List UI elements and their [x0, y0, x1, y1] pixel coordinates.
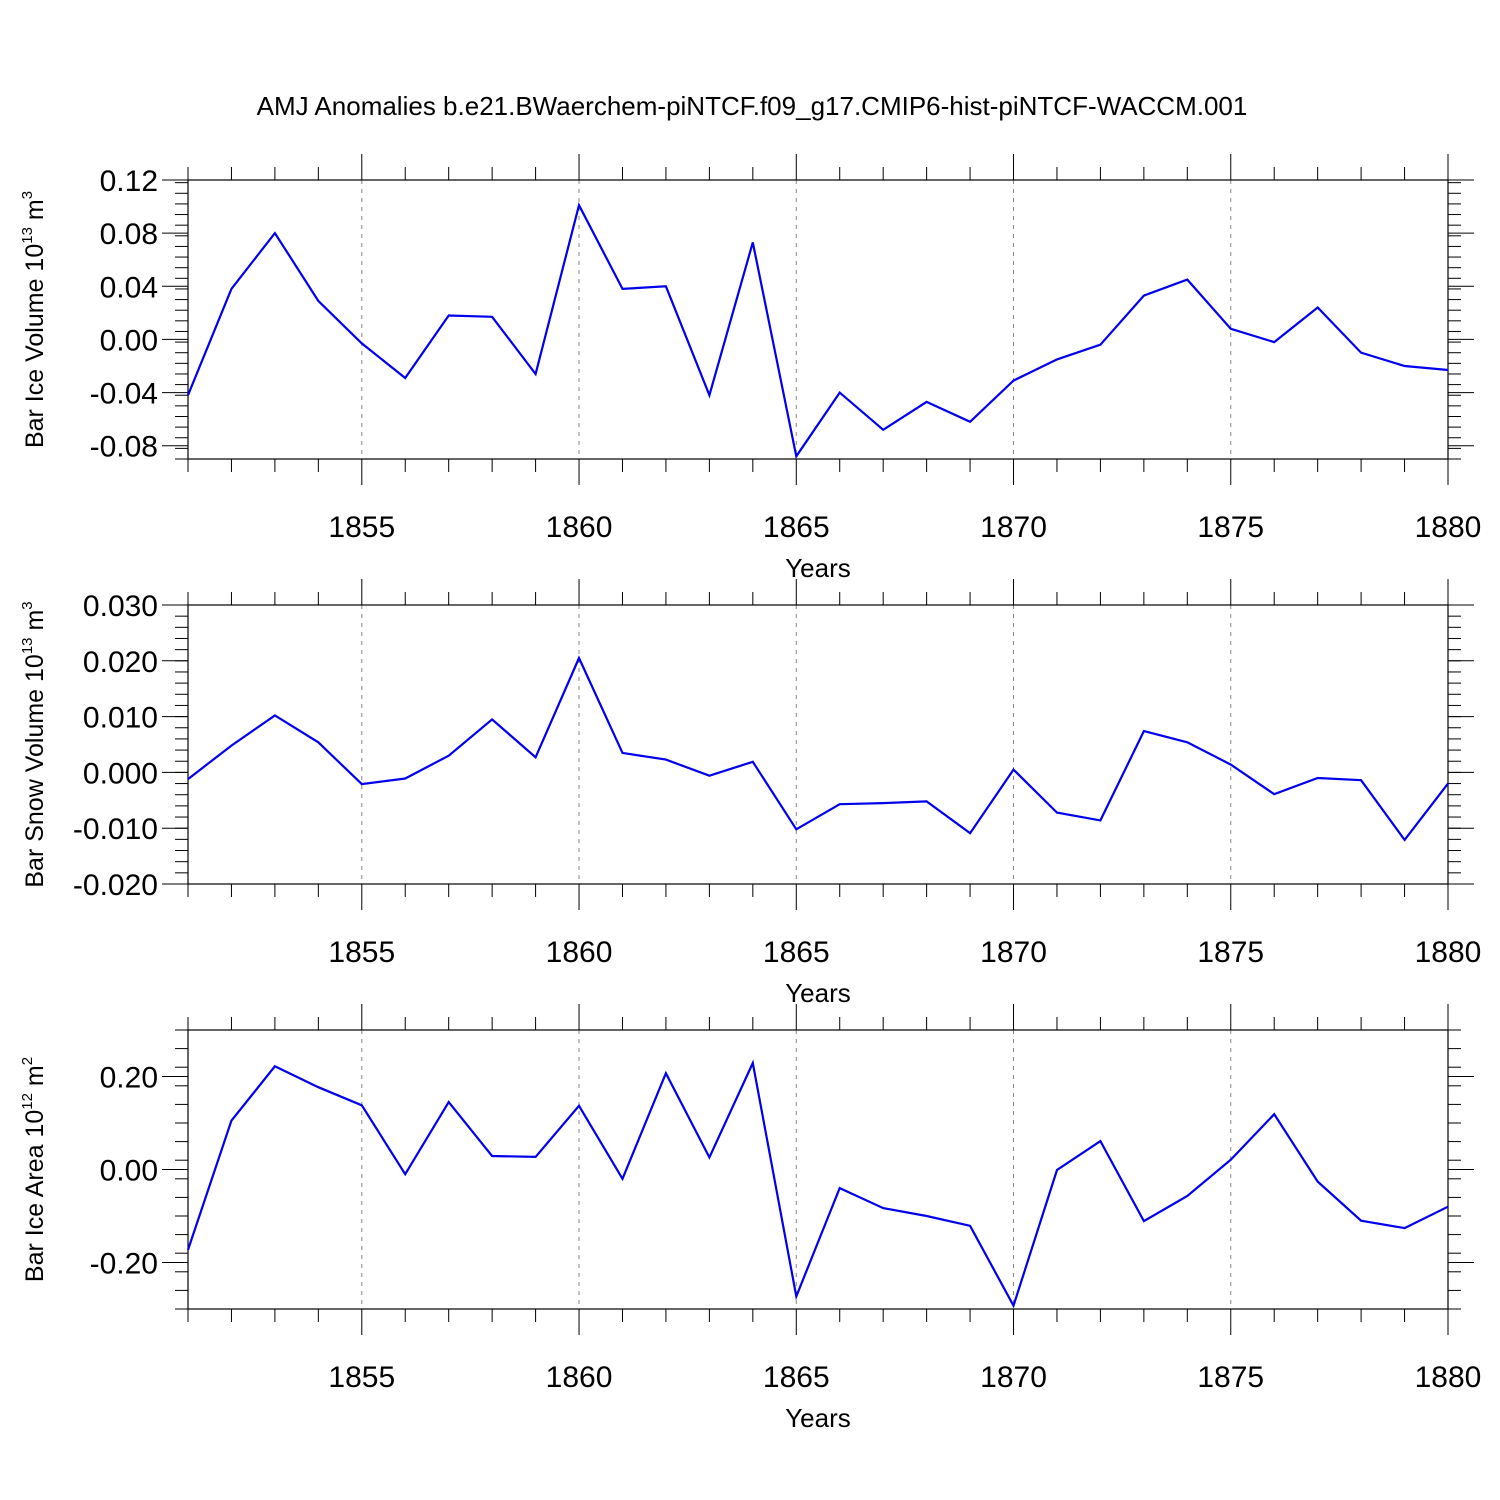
ytick-label: -0.020: [73, 869, 158, 902]
ytick-label: -0.20: [90, 1248, 158, 1281]
xtick-label: 1875: [1197, 936, 1264, 969]
ytick-label: 0.000: [83, 757, 158, 790]
ytick-label: 0.030: [83, 590, 158, 623]
x-axis-label: Years: [785, 553, 851, 583]
panel-ice-area: -0.20 0.00 0.20 1855 1860 1865 1870 1875 1880 Yea…: [19, 1004, 1481, 1433]
y-axis-label-main: Bar Ice Area 10: [21, 1110, 49, 1282]
x-axis-label: Years: [785, 978, 851, 1008]
xtick-label: 1865: [763, 511, 830, 544]
y-axis-label-main: Bar Snow Volume 10: [21, 654, 49, 887]
xtick-label: 1880: [1415, 1361, 1482, 1394]
y-axis-label: Bar Snow Volume 1013 m3: [19, 601, 49, 887]
ytick-label: -0.08: [90, 431, 158, 464]
ytick-label: 0.00: [100, 324, 158, 357]
ytick-label: 0.020: [83, 646, 158, 679]
series-line-ice-volume: [186, 202, 1449, 460]
ytick-label: 0.04: [100, 271, 158, 304]
panel-ice-volume: -0.08 -0.04 0.00 0.04 0.08 0.12 1855 1860 1865 18…: [19, 154, 1481, 583]
xtick-label: 1880: [1415, 511, 1482, 544]
plot-frame: [187, 1029, 1449, 1310]
xtick-label: 1870: [980, 1361, 1047, 1394]
xtick-label: 1855: [328, 1361, 395, 1394]
xtick-label: 1860: [546, 1361, 613, 1394]
y-axis-label-unit: m: [21, 1065, 49, 1093]
y-axis-label-unit-exp: 3: [19, 601, 36, 609]
y-axis-label-exp: 13: [19, 637, 36, 654]
panels: -0.08 -0.04 0.00 0.04 0.08 0.12 1855 1860 1865 18…: [19, 154, 1481, 1433]
series-line-ice-area: [186, 1059, 1449, 1309]
y-axis-label-exp: 12: [19, 1093, 36, 1110]
y-axis-label: Bar Ice Area 1012 m2: [19, 1057, 49, 1282]
ytick-label: 0.12: [100, 165, 158, 198]
xtick-label: 1865: [763, 936, 830, 969]
xtick-label: 1870: [980, 936, 1047, 969]
x-axis-label: Years: [785, 1403, 851, 1433]
plot-frame: [187, 604, 1449, 885]
xtick-label: 1875: [1197, 1361, 1264, 1394]
y-axis-label-unit-exp: 2: [19, 1057, 36, 1065]
ytick-label: 0.20: [100, 1062, 158, 1095]
figure-title: AMJ Anomalies b.e21.BWaerchem-piNTCF.f09…: [257, 91, 1248, 121]
ytick-label: 0.00: [100, 1155, 158, 1188]
xtick-label: 1855: [328, 511, 395, 544]
xtick-label: 1860: [546, 936, 613, 969]
plot-frame: [187, 179, 1449, 460]
ytick-label: 0.08: [100, 218, 158, 251]
xtick-label: 1880: [1415, 936, 1482, 969]
y-axis-label-main: Bar Ice Volume 10: [21, 244, 49, 448]
ytick-label: -0.04: [90, 378, 158, 411]
y-axis-label-unit: m: [21, 610, 49, 638]
y-axis-label: Bar Ice Volume 1013 m3: [19, 191, 49, 448]
series-line-snow-volume: [187, 655, 1449, 842]
xtick-label: 1870: [980, 511, 1047, 544]
xtick-label: 1860: [546, 511, 613, 544]
xtick-label: 1865: [763, 1361, 830, 1394]
xtick-label: 1875: [1197, 511, 1264, 544]
panel-snow-volume: -0.020 -0.010 0.000 0.010 0.020 0.030 1855 1860…: [19, 579, 1481, 1008]
xtick-label: 1855: [328, 936, 395, 969]
ytick-label: 0.010: [83, 702, 158, 735]
y-axis-label-unit-exp: 3: [19, 191, 36, 199]
ytick-label: -0.010: [73, 813, 158, 846]
y-axis-label-exp: 13: [19, 227, 36, 244]
y-axis-label-unit: m: [21, 199, 49, 227]
